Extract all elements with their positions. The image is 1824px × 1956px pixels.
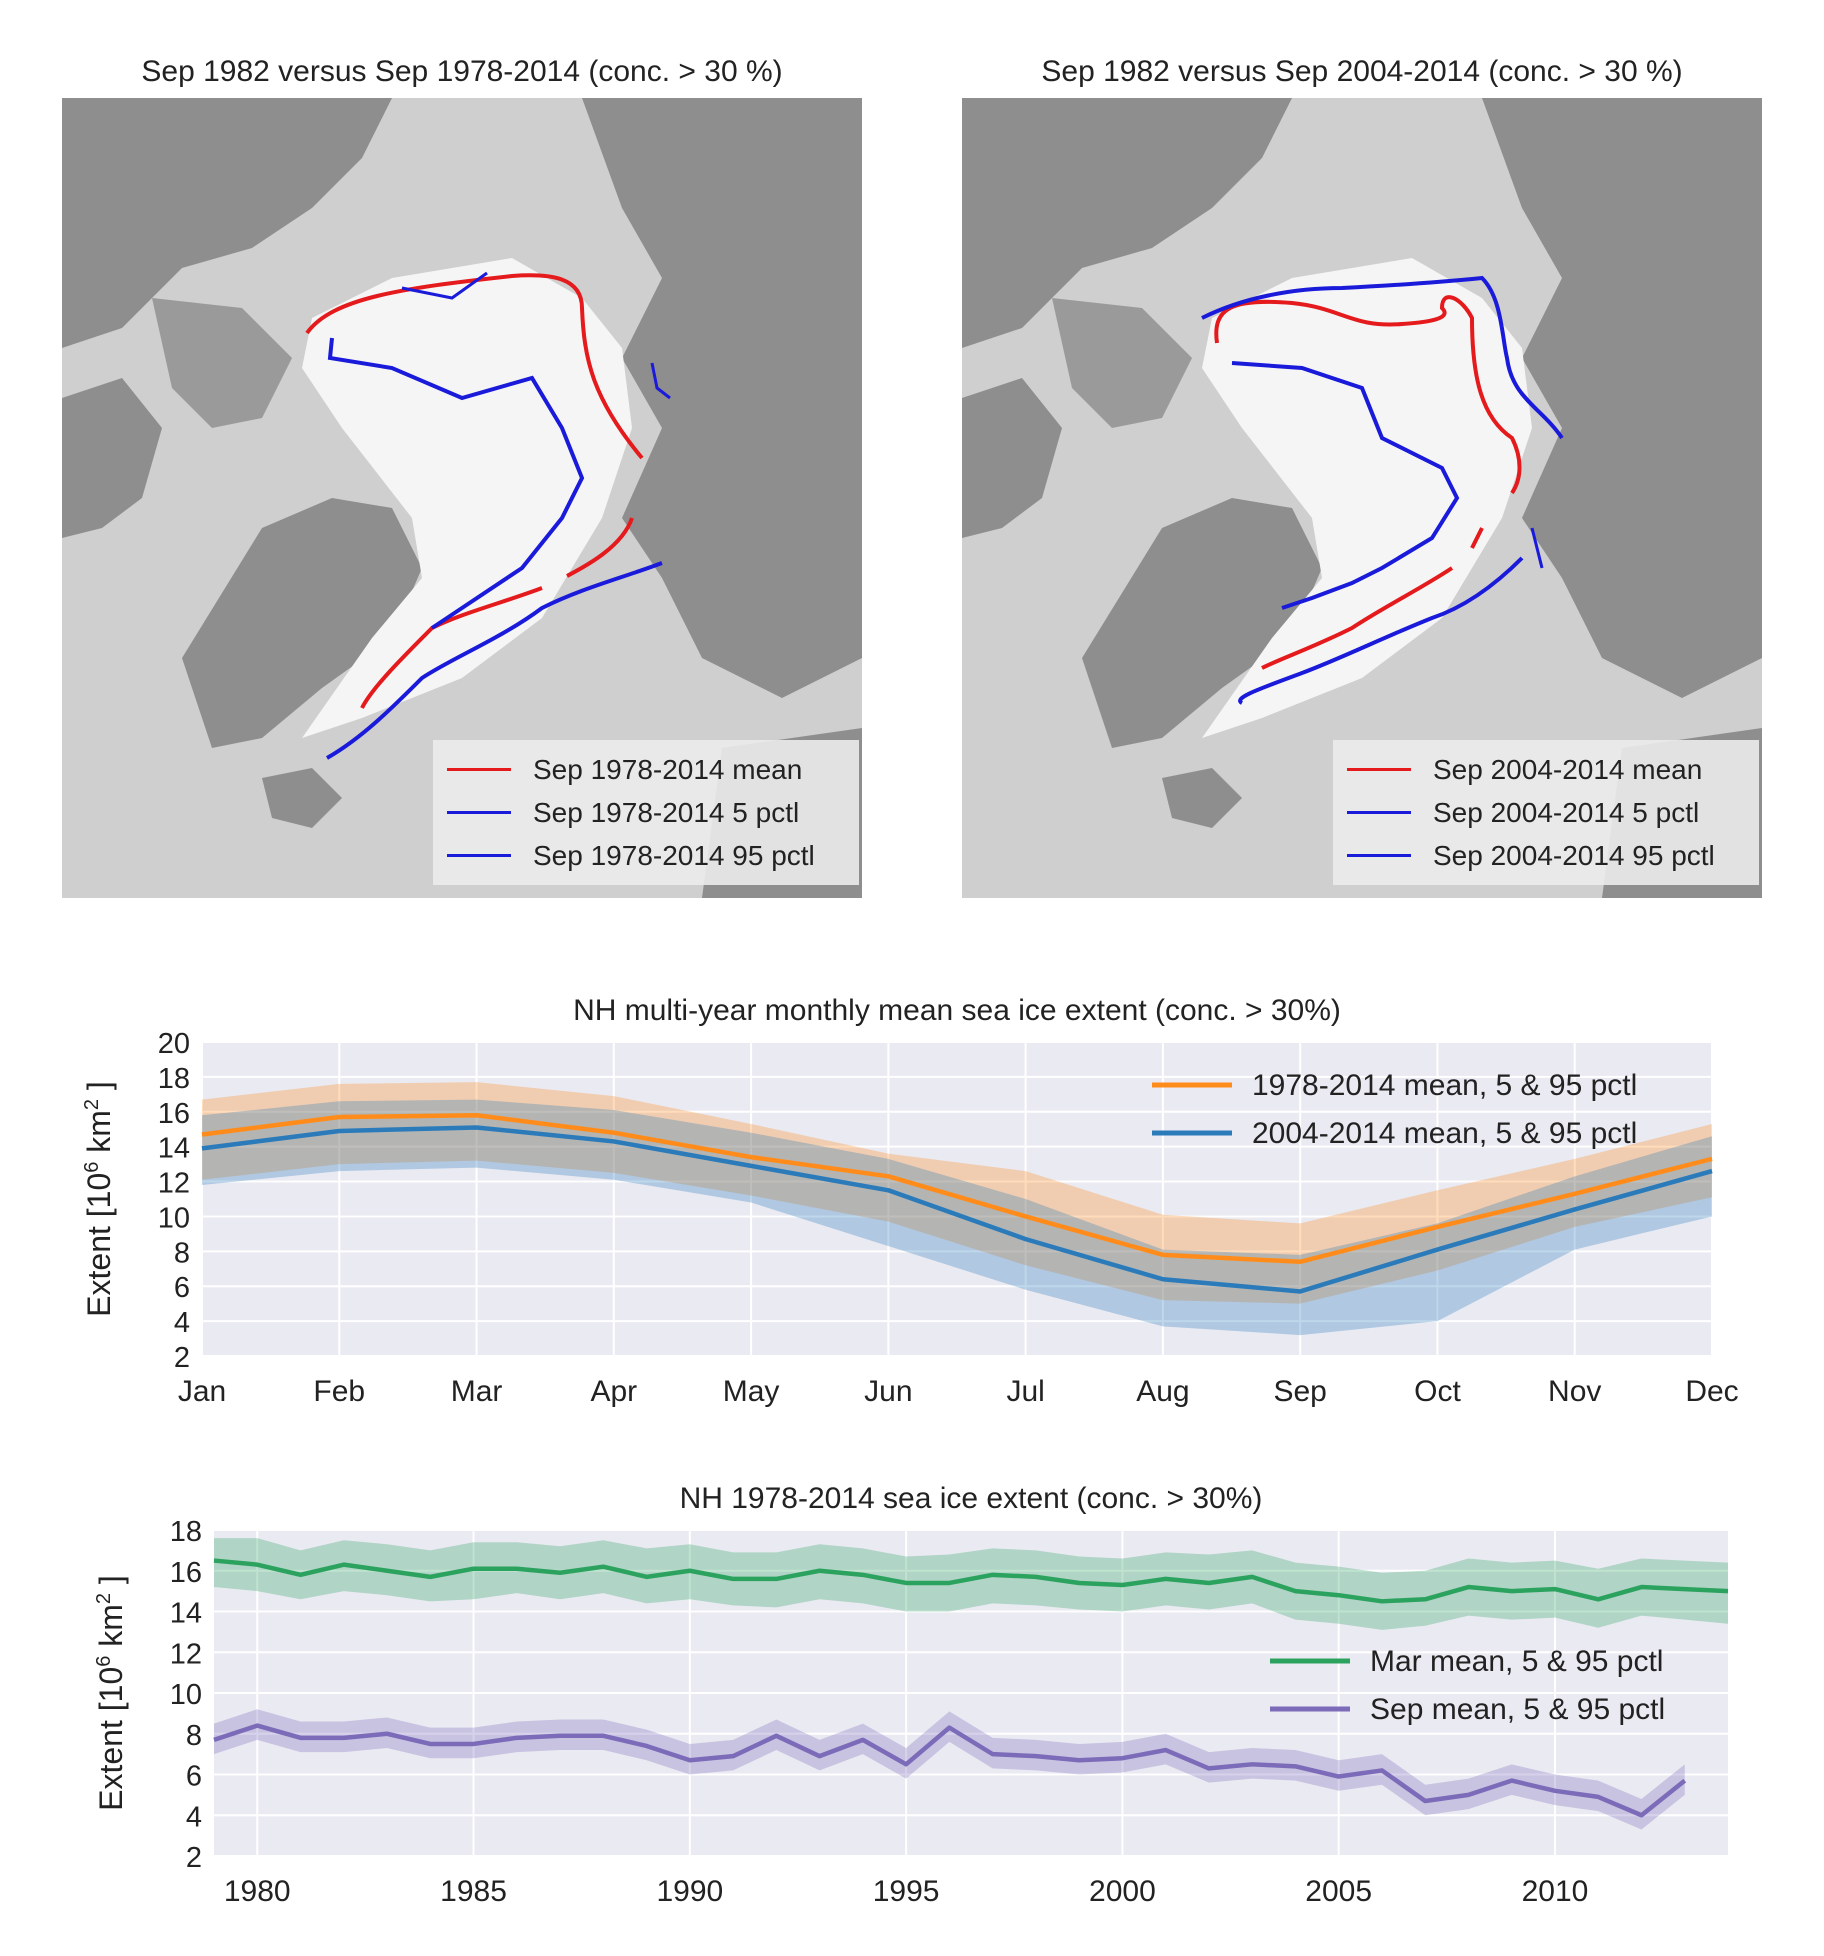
legend-label: Sep 1978-2014 5 pctl [533,796,800,828]
y-tick-label: 16 [158,1098,190,1130]
y-axis-label: Extent [106 km2 ] [93,1575,129,1811]
plot-area [202,1042,1712,1356]
y-tick-label: 10 [170,1679,202,1711]
legend-swatch [447,768,511,771]
y-tick-label: 16 [170,1557,202,1589]
y-tick-label: 4 [186,1801,202,1833]
series-line [201,1125,1713,1294]
legend-item: Sep 2004-2014 95 pctl [1347,834,1745,877]
map-2-legend: Sep 2004-2014 mean Sep 2004-2014 5 pctl … [1333,740,1759,885]
x-tick-label: Jan [178,1375,226,1408]
y-tick-label: 8 [186,1720,202,1752]
y-tick-label: 18 [158,1063,190,1095]
legend-swatch [1347,811,1411,814]
legend-item: Sep 2004-2014 mean [1347,748,1745,791]
series-line [213,1558,1729,1604]
x-tick-label: Mar [451,1375,503,1408]
x-tick-label: Apr [590,1375,637,1408]
x-tick-label: Dec [1685,1375,1738,1408]
x-tick-label: Jun [864,1375,912,1408]
y-tick-label: 8 [174,1237,190,1269]
y-tick-label: 2 [186,1842,202,1874]
legend-label: Sep 1978-2014 95 pctl [533,839,815,871]
x-tick-label: 1995 [873,1875,940,1908]
x-tick-label: 1990 [656,1875,723,1908]
legend-item: Sep 1978-2014 95 pctl [447,834,845,877]
y-tick-label: 12 [158,1168,190,1200]
y-tick-label: 14 [170,1598,202,1630]
map-2-title: Sep 1982 versus Sep 2004-2014 (conc. > 3… [1041,55,1683,88]
legend-label: Sep 1978-2014 mean [533,753,803,785]
x-tick-label: Aug [1136,1375,1189,1408]
legend-item: Sep 1978-2014 5 pctl [447,791,845,834]
chart-title: NH 1978-2014 sea ice extent (conc. > 30%… [680,1482,1263,1515]
map-1-title: Sep 1982 versus Sep 1978-2014 (conc. > 3… [141,55,783,88]
y-tick-label: 14 [158,1133,190,1165]
annual-extent-chart: 2 4 6 8 10 12 14 16 18 1980 1985 1990 1995 2000 2005 20… [93,1482,1729,1908]
x-tick-label: 2005 [1305,1875,1372,1908]
map-1-legend: Sep 1978-2014 mean Sep 1978-2014 5 pctl … [433,740,859,885]
x-tick-label: Feb [313,1375,365,1408]
percentile-band [202,1099,1712,1336]
y-tick-label: 18 [170,1516,202,1548]
x-tick-label: May [723,1375,780,1408]
series-line [213,1723,1687,1818]
percentile-band [214,1709,1685,1830]
legend-item: Sep 2004-2014 5 pctl [1347,791,1745,834]
chart-title: NH multi-year monthly mean sea ice exten… [573,994,1341,1027]
x-tick-label: Oct [1414,1375,1461,1408]
legend-swatch [1347,854,1411,857]
legend-item: Sep 1978-2014 mean [447,748,845,791]
legend-label: 2004-2014 mean, 5 & 95 pctl [1252,1117,1637,1150]
legend-swatch [447,811,511,814]
x-tick-label: Nov [1548,1375,1601,1408]
legend-label: Sep 2004-2014 95 pctl [1433,839,1715,871]
x-tick-label: Sep [1273,1375,1326,1408]
legend-label: 1978-2014 mean, 5 & 95 pctl [1252,1069,1637,1102]
legend-swatch [1347,768,1411,771]
y-tick-label: 2 [174,1342,190,1374]
x-tick-label: 1985 [440,1875,507,1908]
legend-label: Sep 2004-2014 5 pctl [1433,796,1700,828]
y-tick-label: 20 [158,1028,190,1060]
legend-swatch [447,854,511,857]
y-tick-label: 4 [174,1307,190,1339]
y-tick-label: 10 [158,1202,190,1234]
legend-label: Sep 2004-2014 mean [1433,753,1703,785]
legend-label: Sep mean, 5 & 95 pctl [1370,1693,1665,1726]
y-axis-label: Extent [106 km2 ] [81,1081,117,1317]
x-tick-label: Jul [1006,1375,1044,1408]
x-tick-label: 2000 [1089,1875,1156,1908]
series-line [201,1113,1713,1265]
y-tick-label: 6 [174,1272,190,1304]
percentile-band [214,1538,1728,1630]
legend-label: Mar mean, 5 & 95 pctl [1370,1645,1663,1678]
x-tick-label: 1980 [224,1875,291,1908]
x-tick-label: 2010 [1522,1875,1589,1908]
y-tick-label: 12 [170,1638,202,1670]
y-tick-label: 6 [186,1761,202,1793]
